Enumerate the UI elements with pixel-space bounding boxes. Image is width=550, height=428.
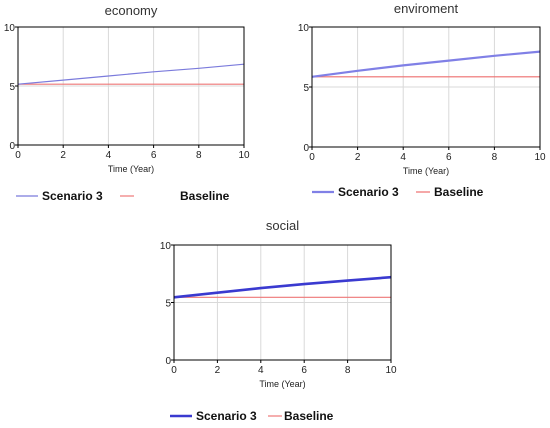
x-tick-label: 10 <box>238 150 250 161</box>
legend: Scenario 3 Baseline <box>170 409 334 423</box>
x-tick-label: 6 <box>151 150 157 161</box>
series-line-scenario-3 <box>173 275 392 299</box>
series-line-scenario-3 <box>311 50 541 78</box>
x-tick-label: 10 <box>534 152 546 163</box>
x-tick-label: 8 <box>345 365 351 376</box>
y-tick-label: 5 <box>303 83 309 94</box>
x-tick-label: 4 <box>106 150 112 161</box>
series-line-scenario-3 <box>17 63 245 85</box>
legend-label-scenario-3: Scenario 3 <box>338 185 399 199</box>
x-tick-label: 6 <box>446 152 452 163</box>
y-tick-label: 0 <box>9 141 15 152</box>
x-tick-label: 2 <box>60 150 66 161</box>
chart-title: economy <box>105 3 158 18</box>
y-tick-label: 10 <box>160 241 172 252</box>
y-tick-label: 0 <box>303 143 309 154</box>
y-tick-label: 5 <box>9 82 15 93</box>
x-tick-label: 2 <box>215 365 221 376</box>
x-tick-label: 8 <box>196 150 202 161</box>
legend-label-scenario-3: Scenario 3 <box>196 409 257 423</box>
x-tick-label: 2 <box>355 152 361 163</box>
x-tick-label: 4 <box>258 365 264 376</box>
x-tick-label: 0 <box>309 152 315 163</box>
y-tick-label: 0 <box>165 356 171 367</box>
y-tick-label: 5 <box>165 299 171 310</box>
legend-label-baseline: Baseline <box>434 185 484 199</box>
chart-0: economy 0 2 4 6 8 10 0 5 10 Time (Year) Scenario 3 B… <box>4 3 250 203</box>
x-tick-label: 0 <box>15 150 21 161</box>
y-tick-label: 10 <box>4 23 16 34</box>
x-tick-label: 4 <box>400 152 406 163</box>
chart-title: enviroment <box>394 1 459 16</box>
legend-label-baseline: Baseline <box>284 409 334 423</box>
y-tick-label: 10 <box>298 23 310 34</box>
legend-label-scenario-3: Scenario 3 <box>42 189 103 203</box>
x-tick-label: 8 <box>492 152 498 163</box>
x-axis-label: Time (Year) <box>403 166 449 176</box>
chart-title: social <box>266 218 299 233</box>
legend: Scenario 3 Baseline <box>16 189 230 203</box>
x-tick-label: 0 <box>171 365 177 376</box>
x-axis-label: Time (Year) <box>108 164 154 174</box>
x-tick-label: 6 <box>301 365 307 376</box>
chart-1: enviroment 0 2 4 6 8 10 0 5 10 Time (Year) Scenario… <box>298 1 546 199</box>
legend: Scenario 3 Baseline <box>312 185 484 199</box>
x-axis-label: Time (Year) <box>259 379 305 389</box>
legend-label-baseline: Baseline <box>180 189 230 203</box>
x-tick-label: 10 <box>385 365 397 376</box>
chart-2: social 0 2 4 6 8 10 0 5 10 Time (Year) Scenario 3 Ba… <box>160 218 397 423</box>
